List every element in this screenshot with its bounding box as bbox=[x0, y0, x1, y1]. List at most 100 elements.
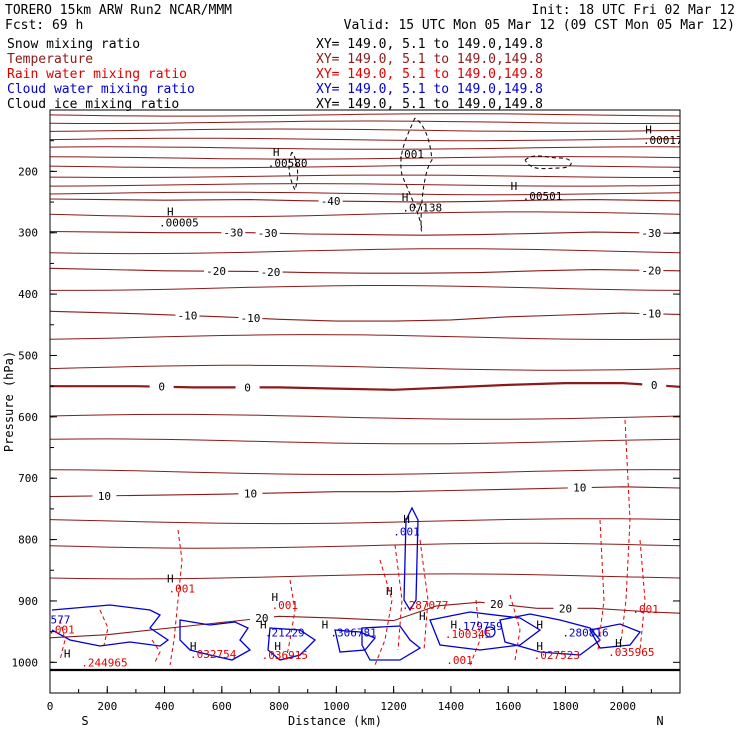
rain-water-contour bbox=[597, 519, 605, 651]
y-axis-label: Pressure (hPa) bbox=[2, 351, 16, 452]
cloud-water-label: .179759 bbox=[456, 620, 502, 633]
legend-field-name: Temperature bbox=[7, 52, 93, 67]
contour-label-bg bbox=[255, 227, 280, 240]
maximum-marker: H bbox=[273, 146, 280, 159]
cloud-ice-label: .00501 bbox=[523, 190, 563, 203]
contour-label-bg bbox=[175, 309, 200, 322]
cloud-ice-label: .00005 bbox=[159, 217, 199, 230]
y-tick-label: 400 bbox=[18, 288, 38, 301]
rain-water-label: .001 bbox=[272, 599, 299, 612]
temperature-contour-label: -20 bbox=[641, 264, 661, 277]
x-tick-label: 1000 bbox=[323, 700, 350, 713]
temperature-contour-line bbox=[50, 191, 680, 196]
legend-field-xy: XY= 149.0, 5.1 to 149.0,149.8 bbox=[316, 37, 543, 52]
maximum-marker: H bbox=[511, 180, 518, 193]
contour-label-bg bbox=[221, 226, 246, 239]
legend-field-xy: XY= 149.0, 5.1 to 149.0,149.8 bbox=[316, 97, 543, 112]
temperature-contour-label: 10 bbox=[98, 490, 111, 503]
contour-label-bg bbox=[639, 226, 664, 239]
temperature-contour-line bbox=[50, 211, 680, 218]
cloud-water-label: .001 bbox=[393, 525, 420, 538]
contour-label-bg bbox=[567, 481, 592, 494]
temperature-contour-label: -40 bbox=[321, 195, 341, 208]
temperature-contour-line bbox=[50, 364, 680, 371]
legend-field-name: Snow mixing ratio bbox=[7, 37, 140, 52]
contour-label-bg bbox=[318, 195, 343, 208]
temperature-contour-line bbox=[50, 334, 680, 341]
rain-water-label: .001 bbox=[168, 582, 195, 595]
y-tick-label: 500 bbox=[18, 349, 38, 362]
temperature-contour-label: -30 bbox=[223, 227, 243, 240]
temperature-contour-label: -20 bbox=[261, 266, 281, 279]
temperature-contour-line bbox=[50, 120, 680, 124]
cloud-water-contour bbox=[588, 623, 642, 649]
rain-water-contour bbox=[99, 609, 109, 646]
temperature-contour-line bbox=[50, 573, 680, 580]
temperature-contour-label: 0 bbox=[158, 381, 165, 394]
cloud-ice-contour bbox=[400, 117, 433, 232]
rain-water-label: .032754 bbox=[190, 648, 237, 661]
cloud-ice-label: .00017 bbox=[643, 134, 683, 147]
temperature-contour-line bbox=[50, 113, 680, 117]
x-tick-label: 1600 bbox=[495, 700, 522, 713]
cloud-water-contour bbox=[51, 604, 170, 647]
rain-water-contour bbox=[169, 529, 183, 666]
plot-frame bbox=[49, 109, 681, 694]
temperature-contour-label: -10 bbox=[178, 310, 198, 323]
maximum-marker: H bbox=[450, 619, 457, 632]
cloud-water-label: .306781 bbox=[330, 627, 376, 640]
legend-field-xy: XY= 149.0, 5.1 to 149.0,149.8 bbox=[316, 67, 543, 82]
y-tick-label: 600 bbox=[18, 411, 38, 424]
temperature-contour-20 bbox=[50, 601, 680, 639]
rain-water-contour bbox=[509, 594, 521, 661]
temperature-contour-line bbox=[50, 146, 680, 150]
maximum-marker: H bbox=[419, 610, 426, 623]
temperature-contour-label: -10 bbox=[641, 308, 661, 321]
cloud-water-contour bbox=[499, 613, 601, 656]
cloud-water-contour bbox=[179, 619, 252, 661]
contour-label-bg bbox=[553, 602, 578, 615]
temperature-contour-line bbox=[50, 469, 680, 475]
x-tick-label: 200 bbox=[97, 700, 117, 713]
temperature-contour-line bbox=[50, 174, 680, 178]
maximum-marker: H bbox=[645, 123, 652, 136]
rain-water-label: .035965 bbox=[608, 646, 654, 659]
x-tick-label: 600 bbox=[212, 700, 232, 713]
maximum-marker: H bbox=[536, 640, 543, 653]
contour-label-bg bbox=[642, 379, 667, 392]
init-time: Init: 18 UTC Fri 02 Mar 12 bbox=[532, 3, 736, 18]
field-legend: Snow mixing ratio XY= 149.0, 5.1 to 149.0… bbox=[7, 37, 543, 112]
cloud-ice-contour bbox=[288, 151, 299, 192]
north-end-label: N bbox=[656, 714, 663, 728]
rain-water-label: .244965 bbox=[81, 657, 127, 670]
temperature-contour-label: 20 bbox=[559, 602, 572, 615]
rain-water-label: .001 bbox=[632, 603, 659, 616]
cloud-water-contour bbox=[403, 506, 419, 612]
cloud-water-contour bbox=[429, 611, 542, 651]
rain-water-label: .027523 bbox=[534, 649, 580, 662]
rain-water-label: .001 bbox=[48, 623, 75, 636]
cloud-water-contour bbox=[484, 626, 496, 638]
cloud-water-contour bbox=[334, 629, 377, 653]
rain-water-label: .100345 bbox=[445, 628, 491, 641]
temperature-contour--20 bbox=[50, 267, 680, 274]
rain-water-label: .001 bbox=[446, 654, 473, 667]
x-tick-label: 1400 bbox=[438, 700, 465, 713]
plot-content: -40 -30 -30 -30 -20 -20 -20 -10 -10 -10 0 0 0 10 10 10 2… bbox=[44, 113, 683, 672]
temperature-contour-label: -30 bbox=[258, 227, 278, 240]
temperature-contour-label: -30 bbox=[641, 227, 661, 240]
x-tick-label: 1200 bbox=[380, 700, 407, 713]
y-tick-label: 1000 bbox=[12, 656, 39, 669]
cloud-ice-contour bbox=[524, 155, 572, 170]
maximum-marker: H bbox=[536, 619, 543, 632]
y-tick-label: 900 bbox=[18, 595, 38, 608]
forecast-hour: Fcst: 69 h bbox=[5, 18, 83, 33]
maximum-marker: H bbox=[167, 573, 174, 586]
cloud-water-label: 7577 bbox=[44, 614, 71, 627]
temperature-contour-0 bbox=[50, 382, 680, 391]
temperature-contour-label: 20 bbox=[255, 612, 268, 625]
temperature-contour-line bbox=[50, 183, 680, 187]
temperature-contour-line bbox=[50, 518, 680, 525]
maximum-marker: H bbox=[274, 640, 281, 653]
temperature-contour-label: -20 bbox=[206, 265, 226, 278]
